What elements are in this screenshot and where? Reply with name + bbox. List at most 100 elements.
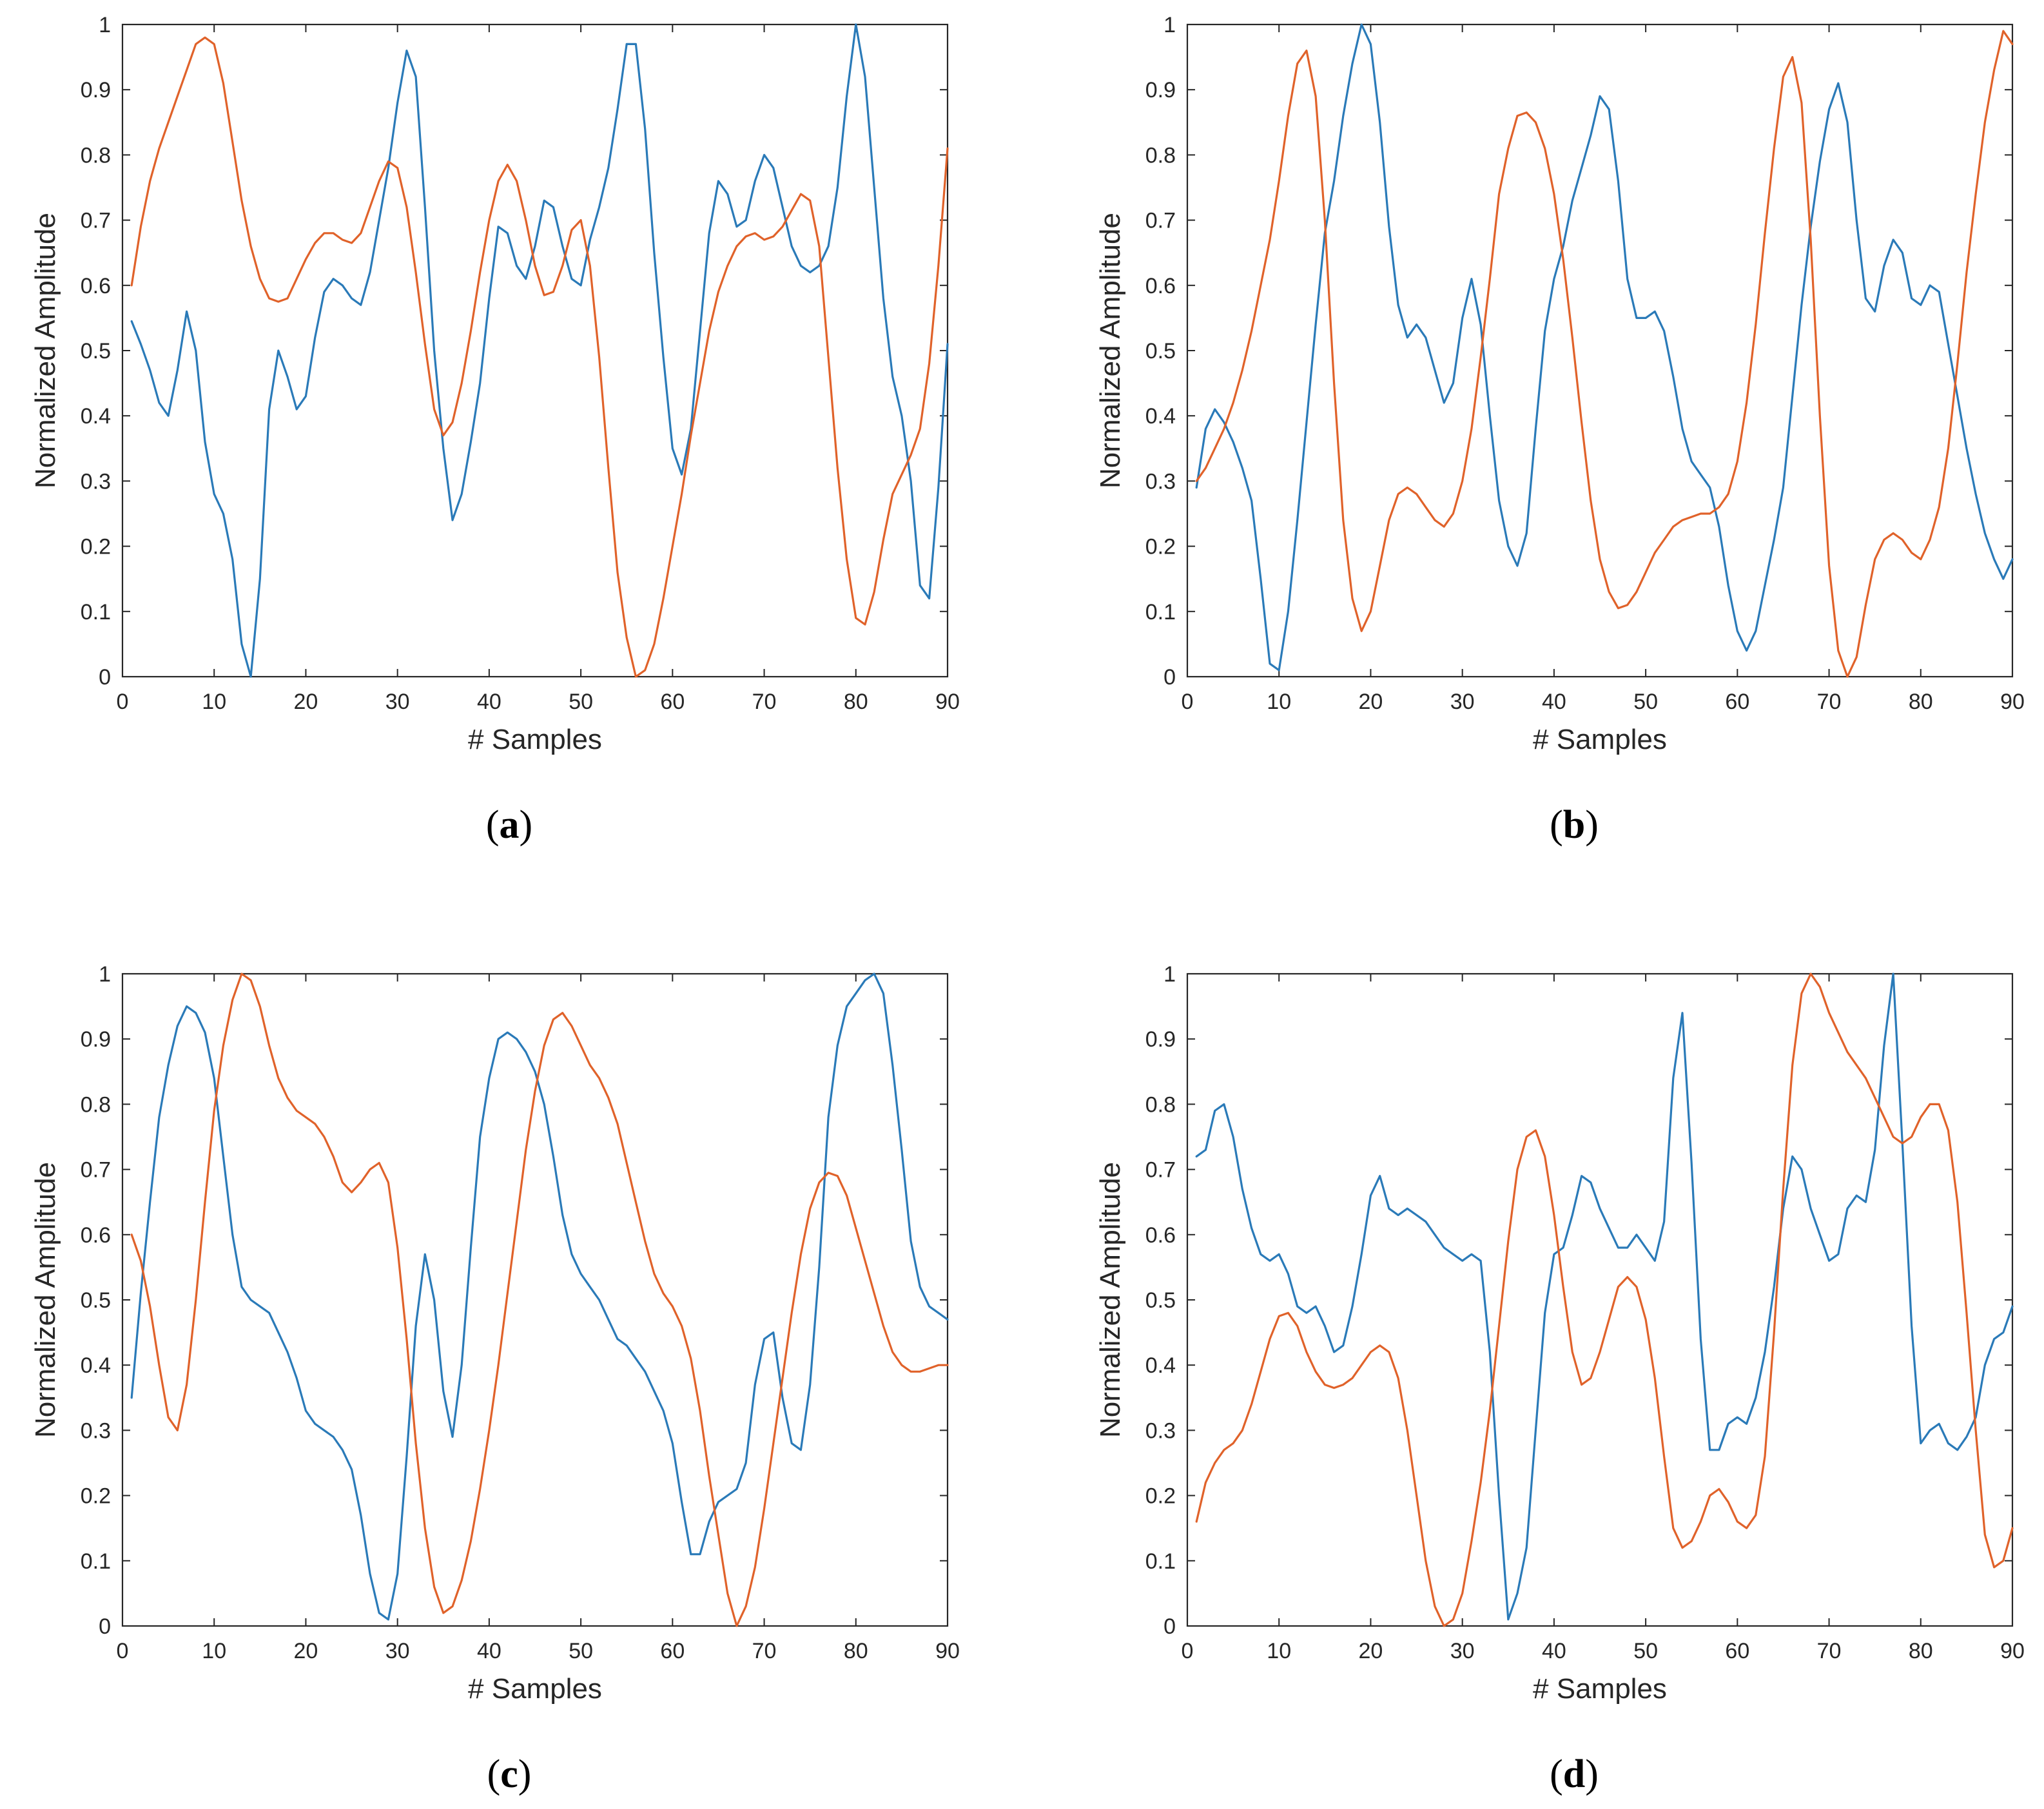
y-axis-title: Normalized Amplitude bbox=[1095, 213, 1126, 489]
panel-caption-letter: b bbox=[1563, 803, 1585, 847]
x-tick-label: 60 bbox=[660, 1639, 685, 1663]
x-tick-label: 80 bbox=[844, 1639, 868, 1663]
series-line-blue bbox=[130, 972, 949, 1621]
y-tick-label: 0.9 bbox=[1145, 78, 1176, 102]
x-tick-label: 10 bbox=[1267, 690, 1291, 714]
series-line-blue bbox=[130, 23, 949, 678]
x-tick-label: 30 bbox=[1450, 690, 1475, 714]
x-tick-label: 60 bbox=[660, 690, 685, 714]
series-line-orange bbox=[130, 36, 949, 678]
x-tick-label: 50 bbox=[1633, 690, 1658, 714]
y-tick-label: 0.1 bbox=[81, 1549, 111, 1574]
x-tick-label: 40 bbox=[1542, 690, 1566, 714]
x-axis-title: # Samples bbox=[1533, 1673, 1667, 1705]
x-tick-label: 20 bbox=[1359, 1639, 1383, 1663]
x-tick-label: 20 bbox=[1359, 690, 1383, 714]
y-tick-label: 0.2 bbox=[1145, 535, 1176, 559]
axis-ticks: 0 10 20 30 40 50 60 70 80 90 0 0.1 0.2 0.3 0.4 0.5 0.6 0.… bbox=[1145, 962, 2025, 1663]
y-tick-label: 0.7 bbox=[1145, 209, 1176, 233]
panel-caption-letter: a bbox=[500, 803, 520, 847]
x-tick-label: 10 bbox=[1267, 1639, 1291, 1663]
chart-panel-b: 0 10 20 30 40 50 60 70 80 90 0 0.1 0.2 0.3 0.4 0.5 0.6 0.… bbox=[1095, 13, 2025, 847]
series-lines bbox=[1195, 972, 2014, 1627]
x-tick-label: 80 bbox=[844, 690, 868, 714]
y-tick-label: 0 bbox=[1163, 665, 1176, 690]
axis-ticks: 0 10 20 30 40 50 60 70 80 90 0 0.1 0.2 0.3 0.4 0.5 0.6 0.… bbox=[81, 13, 960, 714]
series-line-orange bbox=[1195, 972, 2014, 1627]
x-tick-label: 10 bbox=[202, 1639, 226, 1663]
series-line-orange bbox=[130, 972, 949, 1627]
y-tick-label: 0.7 bbox=[1145, 1158, 1176, 1183]
x-tick-label: 20 bbox=[294, 1639, 318, 1663]
x-tick-label: 90 bbox=[2000, 1639, 2025, 1663]
x-tick-label: 70 bbox=[752, 690, 777, 714]
y-tick-label: 0.5 bbox=[81, 1288, 111, 1313]
panel-caption: (a) bbox=[486, 803, 532, 847]
y-tick-label: 0.7 bbox=[81, 1158, 111, 1183]
y-tick-label: 0.2 bbox=[81, 1484, 111, 1509]
y-tick-label: 0.6 bbox=[1145, 1223, 1176, 1248]
y-tick-label: 0.3 bbox=[81, 469, 111, 494]
y-tick-label: 1 bbox=[1163, 962, 1176, 987]
panel-caption: (d) bbox=[1550, 1752, 1599, 1796]
y-tick-label: 0 bbox=[99, 665, 111, 690]
x-tick-label: 80 bbox=[1909, 690, 1933, 714]
axis-ticks: 0 10 20 30 40 50 60 70 80 90 0 0.1 0.2 0.3 0.4 0.5 0.6 0.… bbox=[81, 962, 960, 1663]
x-tick-label: 60 bbox=[1725, 1639, 1749, 1663]
x-tick-label: 90 bbox=[935, 1639, 960, 1663]
y-tick-label: 0.1 bbox=[1145, 1549, 1176, 1574]
y-tick-label: 0.2 bbox=[81, 535, 111, 559]
x-tick-label: 70 bbox=[1817, 1639, 1842, 1663]
series-line-blue bbox=[1195, 972, 2014, 1621]
x-tick-label: 30 bbox=[1450, 1639, 1475, 1663]
panel-caption-letter: d bbox=[1563, 1752, 1585, 1796]
y-tick-label: 0.4 bbox=[81, 1353, 111, 1378]
x-axis-title: # Samples bbox=[468, 1673, 602, 1705]
x-tick-label: 0 bbox=[1182, 1639, 1194, 1663]
y-tick-label: 0.5 bbox=[81, 339, 111, 363]
x-tick-label: 90 bbox=[2000, 690, 2025, 714]
y-tick-label: 0.5 bbox=[1145, 1288, 1176, 1313]
x-tick-label: 50 bbox=[569, 690, 593, 714]
x-tick-label: 30 bbox=[385, 690, 410, 714]
series-lines bbox=[130, 972, 949, 1627]
x-tick-label: 50 bbox=[569, 1639, 593, 1663]
x-axis-title: # Samples bbox=[1533, 724, 1667, 755]
x-tick-label: 70 bbox=[1817, 690, 1842, 714]
y-axis-title: Normalized Amplitude bbox=[30, 1162, 61, 1438]
x-tick-label: 40 bbox=[477, 1639, 501, 1663]
y-tick-label: 0.8 bbox=[1145, 143, 1176, 168]
x-axis-title: # Samples bbox=[468, 724, 602, 755]
y-tick-label: 0.5 bbox=[1145, 339, 1176, 363]
y-tick-label: 0.8 bbox=[81, 143, 111, 168]
y-tick-label: 0.1 bbox=[1145, 600, 1176, 624]
y-tick-label: 0.9 bbox=[81, 1027, 111, 1052]
x-tick-label: 60 bbox=[1725, 690, 1749, 714]
chart-panel-a: 0 10 20 30 40 50 60 70 80 90 0 0.1 0.2 0.3 0.4 0.5 0.6 0.… bbox=[30, 13, 960, 847]
x-tick-label: 70 bbox=[752, 1639, 777, 1663]
y-tick-label: 0.8 bbox=[1145, 1092, 1176, 1117]
y-tick-label: 0.7 bbox=[81, 209, 111, 233]
y-tick-label: 0.8 bbox=[81, 1092, 111, 1117]
x-tick-label: 20 bbox=[294, 690, 318, 714]
y-tick-label: 0.6 bbox=[81, 274, 111, 298]
y-tick-label: 0.2 bbox=[1145, 1484, 1176, 1509]
axis-ticks: 0 10 20 30 40 50 60 70 80 90 0 0.1 0.2 0.3 0.4 0.5 0.6 0.… bbox=[1145, 13, 2025, 714]
y-tick-label: 0.3 bbox=[81, 1418, 111, 1443]
series-line-blue bbox=[1195, 23, 2014, 672]
y-tick-label: 0.3 bbox=[1145, 1418, 1176, 1443]
y-tick-label: 0.9 bbox=[81, 78, 111, 102]
y-tick-label: 0.3 bbox=[1145, 469, 1176, 494]
y-tick-label: 0 bbox=[99, 1614, 111, 1639]
y-tick-label: 1 bbox=[1163, 13, 1176, 37]
x-tick-label: 40 bbox=[477, 690, 501, 714]
y-tick-label: 0.6 bbox=[1145, 274, 1176, 298]
y-tick-label: 0.4 bbox=[1145, 1353, 1176, 1378]
y-tick-label: 0.4 bbox=[81, 404, 111, 429]
y-tick-label: 1 bbox=[99, 13, 111, 37]
y-tick-label: 0 bbox=[1163, 1614, 1176, 1639]
series-line-orange bbox=[1195, 30, 2014, 678]
y-tick-label: 0.9 bbox=[1145, 1027, 1176, 1052]
x-tick-label: 90 bbox=[935, 690, 960, 714]
